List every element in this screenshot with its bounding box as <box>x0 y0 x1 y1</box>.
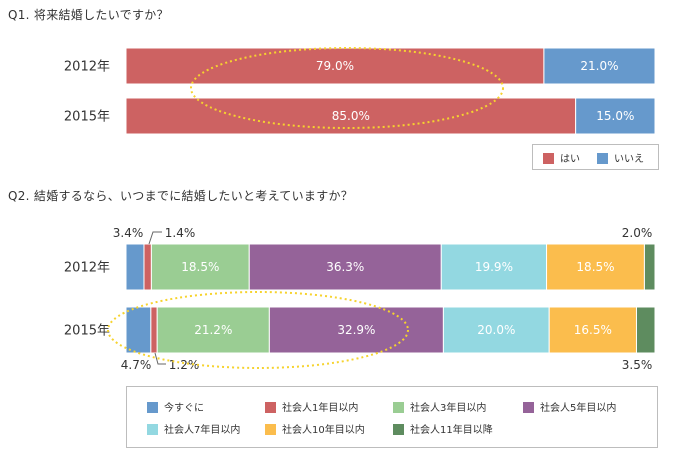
legend-swatch-hai <box>543 153 554 164</box>
q1-bar-2015-s0 <box>125 97 577 135</box>
legend-label-1nen: 社会人1年目以内 <box>282 403 359 414</box>
legend-item-10nen: 社会人10年目以内 <box>265 421 365 436</box>
q2-data-label-2015-s2: 21.2% <box>194 323 232 337</box>
legend-label-3nen: 社会人3年目以内 <box>410 403 487 414</box>
legend-swatch-imasugu <box>147 402 158 413</box>
legend-item-5nen: 社会人5年目以内 <box>523 399 616 414</box>
q2-highlight-ellipse <box>107 291 409 369</box>
legend-swatch-10nen <box>265 424 276 435</box>
q1-highlight-ellipse <box>190 47 504 129</box>
q2-data-label-2015-s3: 32.9% <box>337 323 375 337</box>
legend-item-7nen: 社会人7年目以内 <box>147 421 240 436</box>
q1-data-label-2012-s1: 21.0% <box>580 59 618 73</box>
q2-data-label-2012-s1: 1.4% <box>165 226 196 240</box>
q2-bar-2012-s0 <box>125 243 145 291</box>
q2-data-label-2012-s0: 3.4% <box>113 226 144 240</box>
q2-data-label-2012-s6: 2.0% <box>622 226 653 240</box>
q2-data-label-2012-s4: 19.9% <box>475 260 513 274</box>
q2-data-label-2015-s6: 3.5% <box>622 358 653 372</box>
q2-data-label-2012-s3: 36.3% <box>326 260 364 274</box>
legend-swatch-5nen <box>523 402 534 413</box>
q1-data-label-2012-s0: 79.0% <box>316 59 354 73</box>
q2-bar-2012-s1 <box>143 243 152 291</box>
legend-swatch-3nen <box>393 402 404 413</box>
q2-data-label-2012-s5: 18.5% <box>576 260 614 274</box>
legend-swatch-iie <box>597 153 608 164</box>
legend-item-hai: はい <box>543 150 580 165</box>
q2-data-label-2015-s4: 20.0% <box>477 323 515 337</box>
q2-data-label-2015-s5: 16.5% <box>574 323 612 337</box>
q1-category-label-2015: 2015年 <box>64 110 110 125</box>
q2-data-label-2015-s1: 1.2% <box>169 358 200 372</box>
legend-label-11nen: 社会人11年目以降 <box>410 425 493 436</box>
legend-item-11nen: 社会人11年目以降 <box>393 421 493 436</box>
q2-legend: 今すぐに 社会人1年目以内 社会人3年目以内 社会人5年目以内 社会人7年目以内… <box>126 386 658 448</box>
q2-bar-2012-s2 <box>150 243 250 291</box>
q2-category-label-2012: 2012年 <box>64 261 110 276</box>
q2-bar-2015-s1 <box>150 306 158 354</box>
legend-label-5nen: 社会人5年目以内 <box>540 403 617 414</box>
q2-title: Q2. 結婚するなら、いつまでに結婚したいと考えていますか？ <box>8 189 354 203</box>
legend-label-7nen: 社会人7年目以内 <box>164 425 241 436</box>
q2-bar-2015-s6 <box>635 306 656 354</box>
q2-bar-2015-s4 <box>442 306 550 354</box>
q2-category-label-2015: 2015年 <box>64 324 110 339</box>
q2-connector-2015-s1 <box>154 352 166 365</box>
q1-bar-2015-s1 <box>575 97 656 135</box>
q2-bar-2012-s5 <box>546 243 645 291</box>
q1-legend: はい いいえ <box>532 144 659 170</box>
q1-data-label-2015-s0: 85.0% <box>332 109 370 123</box>
q1-category-label-2012: 2012年 <box>64 60 110 75</box>
q1-title: Q1. 将来結婚したいですか？ <box>8 8 169 22</box>
legend-swatch-1nen <box>265 402 276 413</box>
q1-bar-2012-s1 <box>543 47 656 85</box>
q2-bar-2015-s5 <box>548 306 637 354</box>
legend-label-iie: いいえ <box>614 154 644 165</box>
q2-bar-2012-s6 <box>643 243 656 291</box>
q2-bar-2012-s3 <box>248 243 442 291</box>
q2-data-label-2012-s2: 18.5% <box>181 260 219 274</box>
q2-bar-2015-s0 <box>125 306 152 354</box>
legend-item-3nen: 社会人3年目以内 <box>393 399 486 414</box>
q2-data-label-2015-s0: 4.7% <box>121 358 152 372</box>
legend-label-hai: はい <box>560 154 580 165</box>
legend-label-10nen: 社会人10年目以内 <box>282 425 365 436</box>
legend-swatch-11nen <box>393 424 404 435</box>
q2-connector-2012-s1 <box>148 231 162 245</box>
legend-item-imasugu: 今すぐに <box>147 399 204 414</box>
legend-item-1nen: 社会人1年目以内 <box>265 399 358 414</box>
legend-swatch-7nen <box>147 424 158 435</box>
q1-data-label-2015-s1: 15.0% <box>596 109 634 123</box>
q2-bar-2015-s3 <box>268 306 444 354</box>
legend-label-imasugu: 今すぐに <box>164 403 204 414</box>
legend-item-iie: いいえ <box>597 150 644 165</box>
q2-bar-2012-s4 <box>440 243 548 291</box>
